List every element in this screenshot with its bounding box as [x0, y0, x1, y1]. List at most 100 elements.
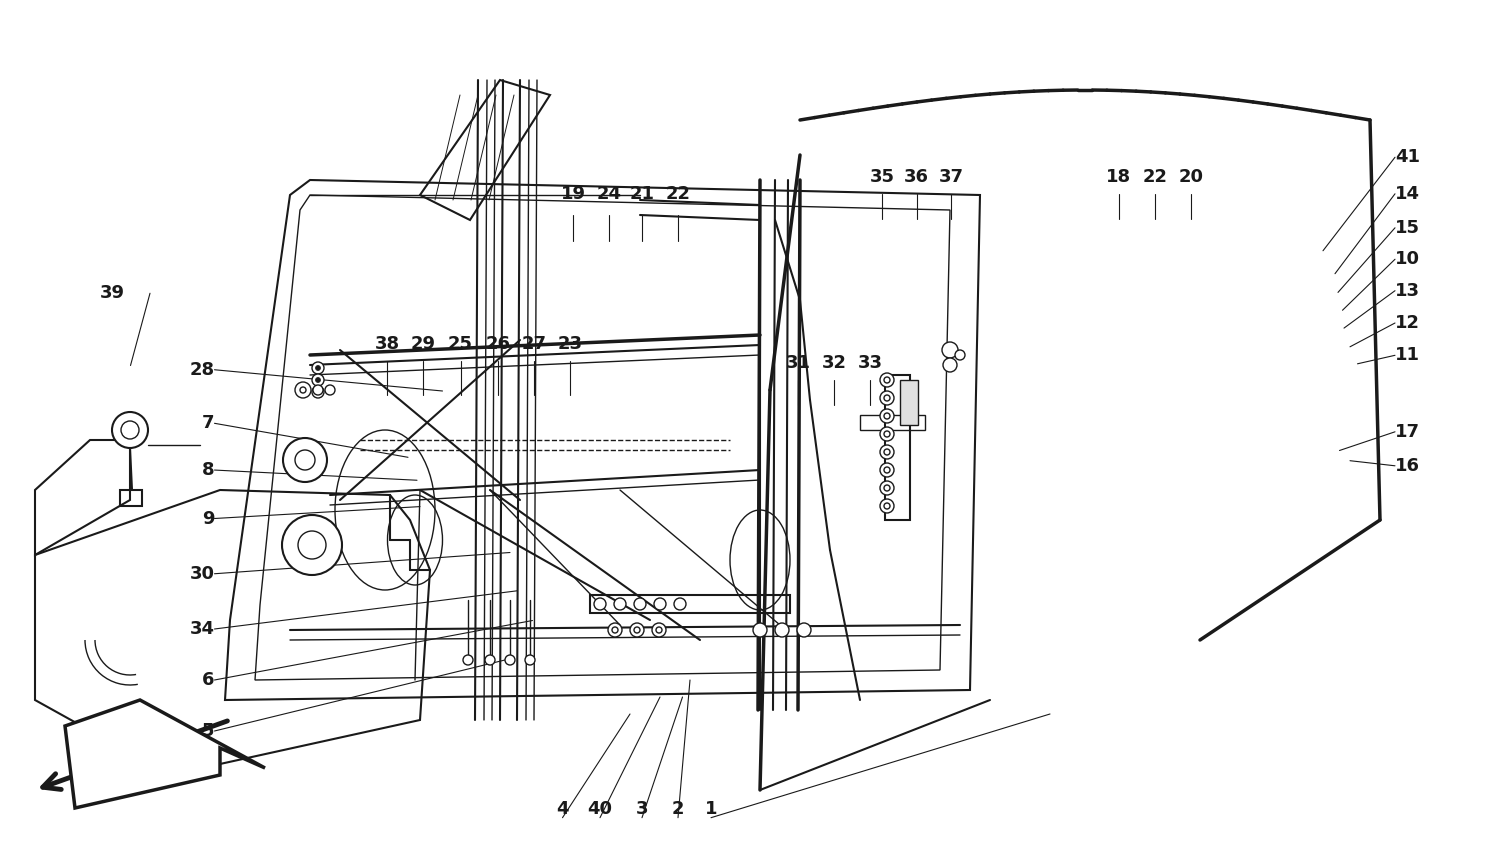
Bar: [859, 415, 926, 430]
Circle shape: [942, 342, 958, 358]
Text: 6: 6: [202, 671, 214, 689]
Text: 26: 26: [486, 335, 510, 354]
Text: 32: 32: [822, 354, 846, 372]
Circle shape: [315, 389, 321, 394]
Text: 2: 2: [672, 800, 684, 818]
Circle shape: [956, 350, 964, 360]
Text: 13: 13: [1395, 281, 1420, 300]
Circle shape: [753, 623, 766, 637]
Circle shape: [884, 467, 890, 473]
Circle shape: [612, 627, 618, 633]
Circle shape: [296, 450, 315, 470]
Circle shape: [296, 382, 310, 398]
Text: 21: 21: [630, 184, 654, 203]
Circle shape: [880, 463, 894, 477]
Circle shape: [880, 481, 894, 495]
Text: 4: 4: [556, 800, 568, 818]
Text: 31: 31: [786, 354, 810, 372]
Circle shape: [652, 623, 666, 637]
Circle shape: [315, 366, 321, 371]
Text: 17: 17: [1395, 422, 1420, 441]
Circle shape: [464, 655, 472, 665]
Text: 15: 15: [1395, 218, 1420, 237]
Circle shape: [506, 655, 515, 665]
Text: 14: 14: [1395, 184, 1420, 203]
Circle shape: [796, 623, 812, 637]
Polygon shape: [64, 700, 266, 808]
Text: 29: 29: [411, 335, 435, 354]
Text: 37: 37: [939, 167, 963, 186]
Circle shape: [880, 427, 894, 441]
Text: 22: 22: [1143, 167, 1167, 186]
Circle shape: [880, 499, 894, 513]
Bar: [120, 490, 142, 506]
Circle shape: [884, 413, 890, 419]
Text: 33: 33: [858, 354, 882, 372]
Bar: [590, 595, 790, 613]
Circle shape: [300, 387, 306, 393]
Circle shape: [484, 655, 495, 665]
Text: 11: 11: [1395, 346, 1420, 365]
Circle shape: [315, 377, 321, 382]
Circle shape: [884, 431, 890, 437]
Circle shape: [284, 438, 327, 482]
Bar: [885, 375, 910, 520]
Text: 34: 34: [189, 620, 214, 638]
Circle shape: [282, 515, 342, 575]
Text: 27: 27: [522, 335, 546, 354]
Text: 20: 20: [1179, 167, 1203, 186]
Text: 7: 7: [202, 414, 214, 433]
Circle shape: [880, 391, 894, 405]
Text: 35: 35: [870, 167, 894, 186]
Circle shape: [634, 627, 640, 633]
Circle shape: [884, 503, 890, 509]
Text: 10: 10: [1395, 250, 1420, 269]
Text: 16: 16: [1395, 456, 1420, 475]
Circle shape: [326, 385, 334, 395]
Text: 22: 22: [666, 184, 690, 203]
Circle shape: [944, 358, 957, 372]
Circle shape: [880, 445, 894, 459]
Text: 30: 30: [189, 564, 214, 583]
Text: 8: 8: [202, 461, 214, 479]
Circle shape: [314, 385, 322, 395]
Circle shape: [884, 449, 890, 455]
Circle shape: [776, 623, 789, 637]
Text: 40: 40: [588, 800, 612, 818]
Circle shape: [525, 655, 536, 665]
Circle shape: [608, 623, 622, 637]
Circle shape: [880, 373, 894, 387]
Text: 41: 41: [1395, 148, 1420, 167]
Text: 23: 23: [558, 335, 582, 354]
Text: 9: 9: [202, 509, 214, 528]
Circle shape: [674, 598, 686, 610]
Circle shape: [656, 627, 662, 633]
Text: 28: 28: [189, 360, 214, 379]
Text: 12: 12: [1395, 314, 1420, 332]
Text: 19: 19: [561, 184, 585, 203]
Circle shape: [614, 598, 626, 610]
Circle shape: [298, 531, 326, 559]
Circle shape: [630, 623, 644, 637]
Circle shape: [112, 412, 148, 448]
Circle shape: [594, 598, 606, 610]
Text: 36: 36: [904, 167, 928, 186]
Bar: [900, 380, 918, 425]
Circle shape: [634, 598, 646, 610]
Text: 3: 3: [636, 800, 648, 818]
Text: 39: 39: [99, 284, 124, 303]
Text: 1: 1: [705, 800, 717, 818]
Circle shape: [654, 598, 666, 610]
Circle shape: [312, 386, 324, 398]
Text: 25: 25: [448, 335, 472, 354]
Circle shape: [884, 485, 890, 491]
Circle shape: [884, 395, 890, 401]
Text: 24: 24: [597, 184, 621, 203]
Circle shape: [122, 421, 140, 439]
Text: 38: 38: [375, 335, 399, 354]
Circle shape: [884, 377, 890, 383]
Circle shape: [312, 362, 324, 374]
Text: 18: 18: [1107, 167, 1131, 186]
Circle shape: [312, 374, 324, 386]
Text: 5: 5: [202, 722, 214, 740]
